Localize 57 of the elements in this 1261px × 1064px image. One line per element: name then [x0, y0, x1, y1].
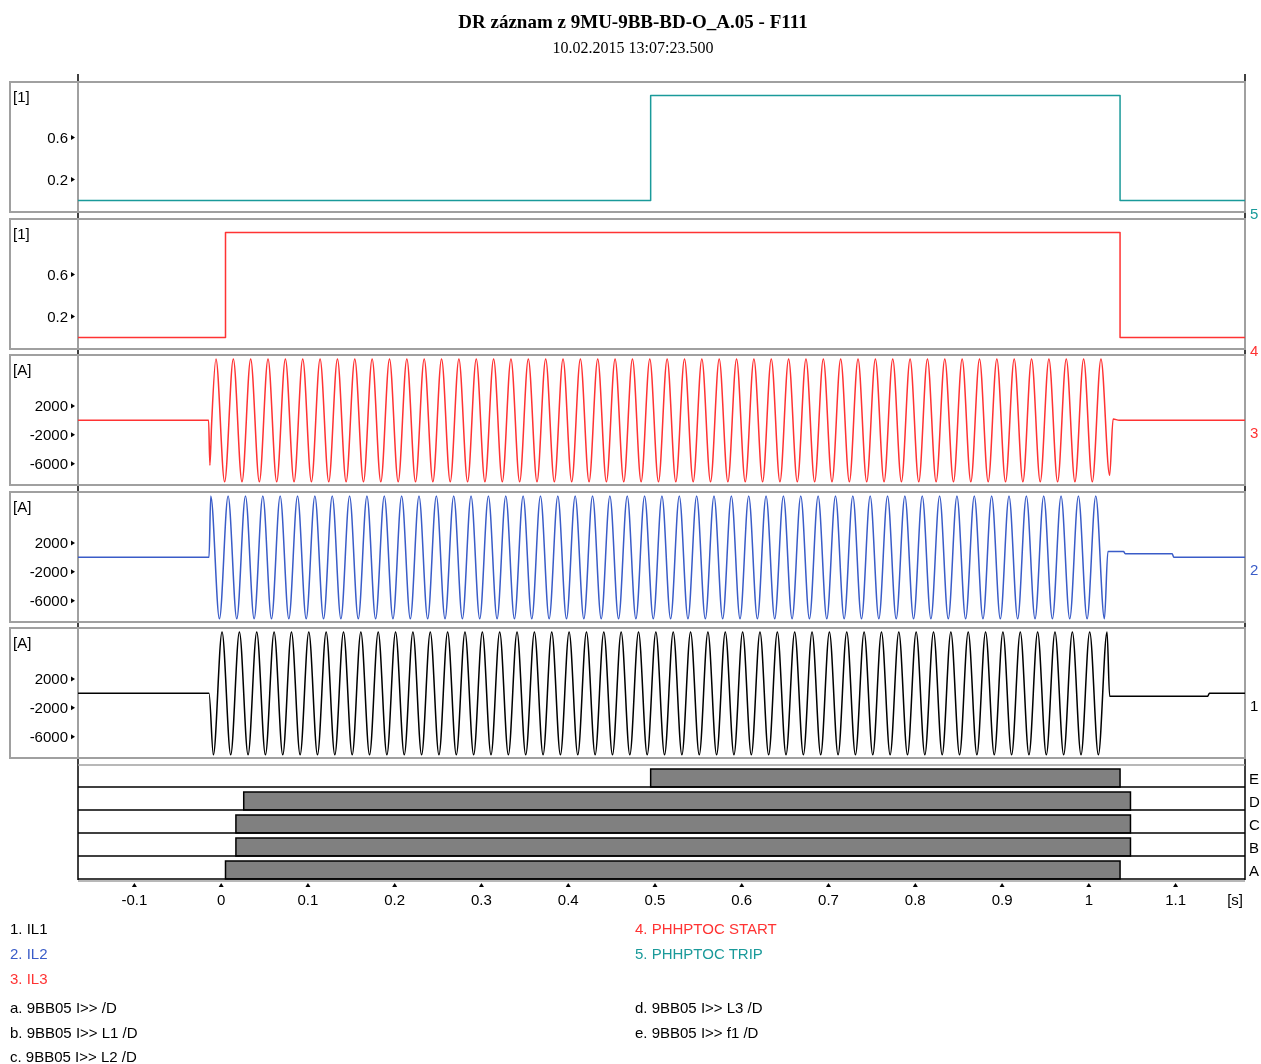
text: c. 9BB05 I>> L2 /D: [10, 1048, 137, 1064]
y-tick-label: -2000: [29, 698, 68, 716]
y-tick-label: 2000: [34, 396, 68, 414]
y-tick-label: B: [1249, 839, 1260, 856]
text: 4. PHHPTOC START: [635, 920, 777, 937]
y-tick-label: 0.6: [47, 128, 68, 146]
text: b. 9BB05 I>> L1 /D: [10, 1023, 138, 1041]
y-tick-label: 2000: [34, 533, 68, 551]
line-series: [77, 358, 1246, 483]
y-tick-label: -6000: [29, 727, 68, 745]
text: 5. PHHPTOC TRIP: [635, 945, 763, 962]
x-tick-label: 0.9: [991, 891, 1013, 908]
y-tick-label: -6000: [29, 454, 68, 472]
chart-subtitle: 10.02.2015 13:07:23.500: [552, 39, 714, 56]
y-tick-label: C: [1249, 816, 1260, 833]
x-tick-label: 0: [216, 891, 226, 908]
x-tick-label: 1: [1084, 891, 1093, 908]
x-axis-title: [s]: [1227, 891, 1243, 908]
x-tick-label: 0.8: [904, 891, 926, 908]
y-tick-label: 0.2: [47, 307, 68, 325]
y-tick-label: A: [1249, 862, 1260, 879]
x-tick-label: 0.2: [384, 891, 406, 908]
y-tick-label: -2000: [29, 562, 68, 580]
x-tick-label: 0.1: [297, 891, 319, 908]
y-tick-label: 2000: [34, 669, 68, 687]
y-tick-label: 0.6: [47, 265, 68, 283]
line-series: [77, 495, 1246, 620]
line-series: [77, 631, 1246, 756]
text: 2. IL2: [10, 945, 48, 962]
text: 4: [1250, 341, 1259, 359]
text: 3: [1250, 424, 1259, 442]
x-tick-label: 0.3: [471, 891, 492, 908]
x-tick-label: 0.4: [557, 891, 579, 908]
y-axis-title: [A]: [13, 361, 32, 378]
text: a. 9BB05 I>> /D: [10, 999, 117, 1016]
text: 1. IL1: [10, 920, 48, 937]
y-axis-title: [1]: [13, 88, 30, 105]
x-tick-label: 0.5: [644, 891, 666, 908]
x-tick-label: 1.1: [1165, 891, 1187, 908]
x-tick-label: 0.7: [818, 891, 839, 908]
y-tick-label: E: [1249, 770, 1260, 787]
y-tick-label: 0.2: [47, 170, 68, 188]
y-tick-label: -6000: [29, 591, 68, 609]
y-tick-label: -2000: [29, 425, 68, 443]
y-tick-label: D: [1249, 793, 1260, 810]
text: 2: [1250, 561, 1259, 579]
text: d. 9BB05 I>> L3 /D: [635, 999, 763, 1016]
text: 3. IL3: [10, 970, 48, 987]
x-tick-label: -0.1: [121, 891, 148, 908]
text: e. 9BB05 I>> f1 /D: [635, 1023, 759, 1041]
x-tick-label: 0.6: [731, 891, 753, 908]
text: 5: [1250, 204, 1259, 222]
y-axis-title: [A]: [13, 634, 32, 651]
y-axis-title: [1]: [13, 225, 30, 242]
chart-title: DR záznam z 9MU-9BB-BD-O_A.05 - F111: [458, 11, 808, 32]
y-axis-title: [A]: [13, 498, 32, 515]
text: 1: [1250, 697, 1259, 715]
